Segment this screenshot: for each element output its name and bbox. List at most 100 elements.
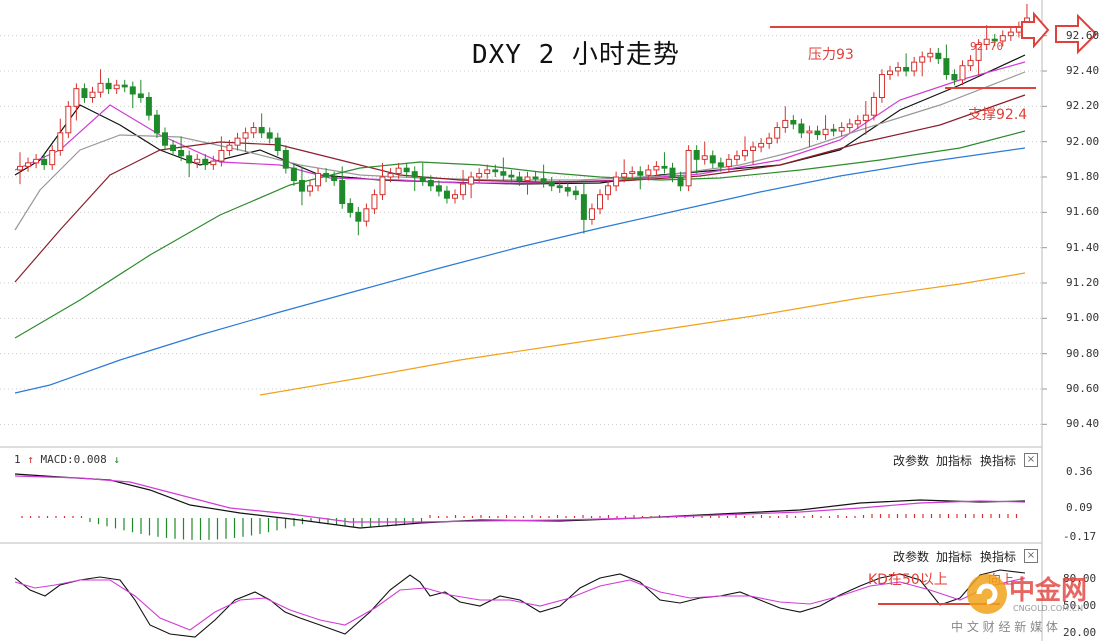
candle-body	[532, 176, 539, 180]
macd-value: MACD:0.008	[40, 453, 107, 466]
arrow-right-icon	[1055, 13, 1098, 55]
candle-body	[878, 74, 885, 98]
candle-body	[484, 169, 491, 174]
candle-body	[25, 162, 32, 167]
candle-body	[951, 74, 958, 81]
candle-body	[983, 38, 990, 46]
resistance-label: 压力93	[808, 47, 854, 63]
candle-body	[758, 142, 765, 148]
macd-panel-index: 1	[14, 453, 21, 466]
macd-axis-tick: 0.09	[1066, 501, 1093, 514]
candle-body	[57, 132, 64, 151]
candle-body	[492, 169, 499, 173]
kd-axis-tick: 50.00	[1063, 599, 1097, 612]
candle-body	[621, 172, 628, 178]
macd-down-arrow-icon: ↓	[113, 453, 120, 466]
macd-label: 1 ↑ MACD:0.008 ↓	[14, 453, 120, 466]
price-axis-tick: 90.40	[1066, 417, 1100, 431]
kd-axis-tick: 80.00	[1063, 572, 1097, 585]
chart-title: DXY 2 小时走势	[472, 40, 680, 70]
candle-body	[822, 128, 829, 136]
candle-body	[580, 194, 587, 220]
candle-body	[685, 150, 692, 187]
candle-body	[733, 155, 740, 160]
candle-body	[403, 167, 410, 173]
candle-body	[218, 150, 225, 162]
candle-body	[750, 146, 757, 151]
candle-body	[137, 93, 144, 99]
macd-axis-tick: -0.17	[1063, 530, 1097, 543]
candle-body	[597, 194, 603, 210]
candle-body	[443, 190, 450, 199]
candle-body	[73, 88, 80, 107]
candle-body	[975, 44, 982, 61]
price-axis-tick: 91.40	[1066, 240, 1100, 254]
candle-body	[508, 174, 515, 178]
candle-body	[677, 176, 684, 187]
candle-body	[81, 88, 88, 98]
kd-edit-params-button[interactable]: 改参数	[893, 550, 930, 564]
candle-body	[500, 171, 507, 176]
candle-body	[274, 137, 281, 151]
candle-body	[725, 158, 732, 167]
moving-average-line	[14, 130, 1026, 339]
candle-body	[347, 203, 354, 213]
watermark: 中金网 CNGOLD.COM.CN 中 文 财 经 新 媒 体	[951, 566, 1110, 638]
candle-body	[693, 150, 700, 160]
candle-body	[967, 59, 974, 67]
price-axis-tick: 90.60	[1066, 382, 1100, 395]
candle-body	[178, 150, 185, 157]
candle-body	[911, 61, 918, 72]
candle-body	[943, 58, 950, 76]
candle-body	[927, 52, 934, 58]
price-axis-tick: 92.20	[1066, 99, 1100, 113]
candle-body	[999, 35, 1006, 42]
candle-body	[65, 105, 72, 134]
candle-body	[371, 194, 378, 210]
candle-body	[266, 132, 273, 139]
candle-body	[97, 82, 104, 93]
macd-edit-params-button[interactable]: 改参数	[893, 454, 930, 468]
moving-average-line	[14, 94, 1026, 283]
kd-note-label: KD在50以上	[868, 572, 948, 588]
watermark-name: 中金网	[1009, 576, 1088, 606]
candle-body	[862, 114, 869, 121]
candle-body	[468, 176, 475, 185]
candle-body	[395, 167, 402, 174]
price-axis-tick: 92.00	[1066, 134, 1100, 148]
macd-switch-indicator-button[interactable]: 换指标	[980, 454, 1017, 468]
candle-body	[669, 167, 676, 178]
moving-average-line	[259, 272, 1026, 396]
candle-body	[194, 158, 201, 164]
macd-add-indicator-button[interactable]: 加指标	[936, 454, 973, 468]
candle-body	[766, 137, 773, 144]
candle-body	[613, 176, 620, 187]
candle-body	[186, 155, 193, 164]
candle-body	[427, 180, 434, 187]
kd-switch-indicator-button[interactable]: 换指标	[980, 550, 1017, 564]
candle-body	[846, 123, 853, 129]
last-price-label: 92.70	[970, 40, 1004, 53]
price-axis-tick: 92.40	[1066, 64, 1100, 77]
candle-body	[476, 172, 483, 178]
watermark-domain: CNGOLD.COM.CN	[1013, 604, 1084, 613]
candle-body	[411, 171, 418, 178]
candle-body	[548, 181, 555, 187]
macd-close-button[interactable]: ×	[1024, 453, 1038, 467]
candle-body	[806, 130, 813, 134]
candle-body	[323, 172, 330, 178]
kd-close-button[interactable]: ×	[1024, 549, 1038, 563]
candle-body	[540, 178, 547, 183]
candle-body	[564, 187, 571, 192]
candle-body	[814, 130, 821, 136]
watermark-logo-icon	[967, 574, 1007, 614]
candle-body	[919, 56, 926, 63]
candle-body	[145, 97, 152, 116]
candle-body	[121, 84, 128, 88]
candle-body	[298, 180, 305, 192]
moving-average-line	[14, 61, 1026, 184]
kd-add-indicator-button[interactable]: 加指标	[936, 550, 973, 564]
candle-body	[363, 208, 370, 222]
